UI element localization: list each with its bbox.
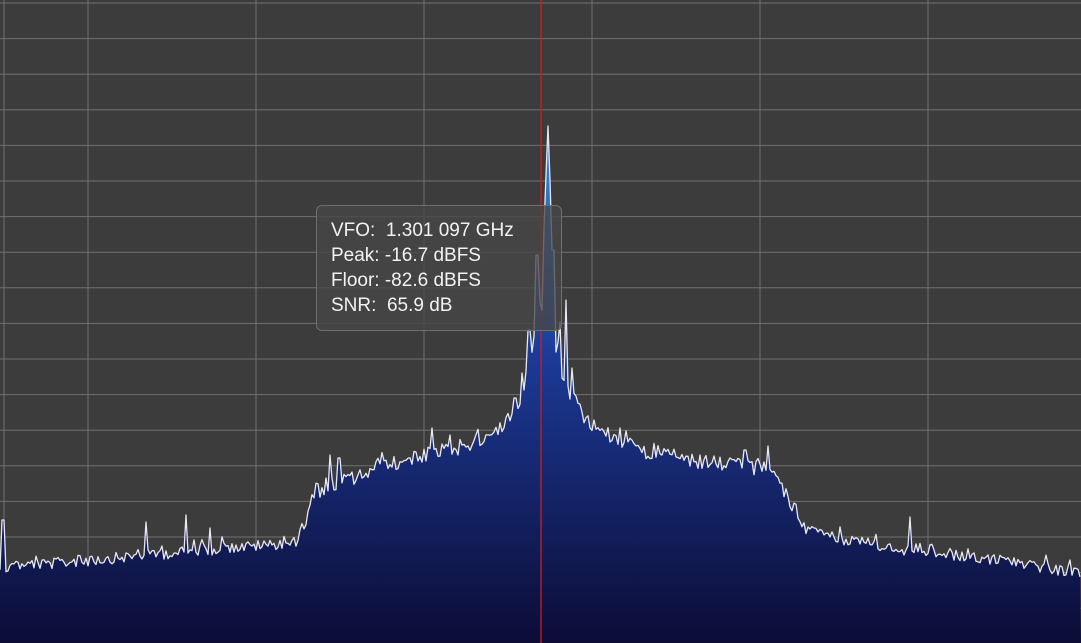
signal-readout-tooltip: VFO: 1.301 097 GHz Peak: -16.7 dBFS Floo…	[316, 205, 562, 331]
snr-value: 65.9 dB	[386, 295, 453, 316]
floor-label: Floor:	[331, 270, 380, 291]
floor-value: -82.6 dBFS	[384, 270, 481, 291]
floor-readout: Floor: -82.6 dBFS	[331, 268, 561, 293]
snr-label: SNR:	[331, 295, 377, 316]
vfo-readout: VFO: 1.301 097 GHz	[331, 218, 561, 243]
peak-value: -16.7 dBFS	[384, 245, 481, 266]
peak-label: Peak:	[331, 245, 380, 266]
snr-readout: SNR: 65.9 dB	[331, 293, 561, 318]
vfo-label: VFO:	[331, 220, 376, 241]
peak-readout: Peak: -16.7 dBFS	[331, 243, 561, 268]
vfo-frequency-value: 1.301 097 GHz	[385, 220, 514, 241]
